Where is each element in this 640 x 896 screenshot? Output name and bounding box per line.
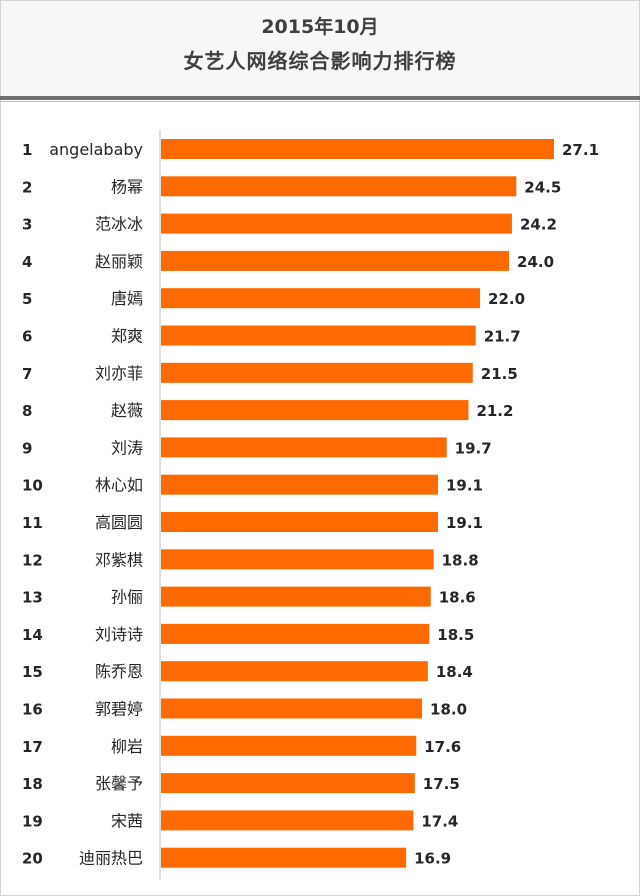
value-label: 24.5: [524, 178, 561, 196]
rank-label: 10: [22, 477, 43, 495]
bar-14: [161, 623, 430, 644]
bar-1: [161, 139, 554, 159]
chart-title-line2: 女艺人网络综合影响力排行榜: [183, 49, 457, 73]
category-label: 迪丽热巴: [79, 849, 143, 868]
category-label: 郭碧婷: [95, 700, 143, 719]
header-divider-thick: [0, 96, 640, 100]
value-label: 18.4: [436, 663, 473, 681]
rank-label: 13: [22, 589, 43, 607]
category-label: angelababy: [49, 140, 143, 159]
value-label: 19.1: [446, 477, 483, 495]
category-label: 高圆圆: [95, 513, 143, 532]
bar-8: [161, 400, 469, 421]
bar-17: [161, 735, 417, 756]
category-label: 刘诗诗: [95, 625, 143, 644]
value-label: 24.2: [520, 216, 557, 234]
bar-13: [161, 586, 431, 607]
category-label: 张馨予: [95, 774, 143, 793]
rank-label: 16: [22, 701, 43, 719]
value-label: 21.2: [476, 402, 513, 420]
rank-label: 7: [22, 365, 32, 383]
category-label: 邓紫棋: [95, 550, 143, 569]
rank-label: 8: [22, 402, 32, 420]
rank-label: 4: [22, 253, 32, 271]
value-label: 17.6: [424, 738, 461, 756]
value-label: 22.0: [488, 290, 525, 308]
bar-2: [161, 176, 517, 197]
rank-label: 18: [22, 775, 43, 793]
bar-18: [161, 773, 415, 794]
category-label: 郑爽: [111, 327, 143, 346]
category-label: 赵丽颖: [95, 252, 143, 271]
bar-16: [161, 698, 423, 719]
value-label: 19.7: [455, 439, 492, 457]
value-label: 17.4: [421, 812, 458, 830]
value-label: 18.0: [430, 701, 467, 719]
header-divider-thin: [0, 101, 640, 102]
bar-4: [161, 250, 510, 271]
rank-label: 12: [22, 551, 43, 569]
value-label: 24.0: [517, 253, 554, 271]
value-label: 21.5: [481, 365, 518, 383]
category-label: 杨幂: [111, 177, 143, 196]
value-label: 21.7: [484, 328, 521, 346]
bar-12: [161, 549, 434, 570]
value-label: 16.9: [414, 850, 451, 868]
bar-7: [161, 362, 473, 383]
bar-20: [161, 847, 407, 868]
rank-label: 20: [22, 850, 43, 868]
bar-3: [161, 213, 512, 234]
rank-label: 19: [22, 812, 43, 830]
value-label: 17.5: [423, 775, 460, 793]
bar-10: [161, 474, 438, 495]
rank-label: 3: [22, 216, 32, 234]
category-label: 柳岩: [111, 737, 143, 756]
value-label: 18.8: [442, 551, 479, 569]
rank-label: 2: [22, 178, 32, 196]
chart-title-line1: 2015年10月: [261, 16, 379, 38]
rank-label: 5: [22, 290, 32, 308]
category-label: 陈乔恩: [95, 662, 143, 681]
bar-5: [161, 288, 481, 309]
value-label: 19.1: [446, 514, 483, 532]
chart-header: [1, 1, 639, 97]
category-label: 孙俪: [111, 588, 143, 607]
category-label: 赵薇: [111, 401, 143, 420]
rank-label: 15: [22, 663, 43, 681]
value-label: 18.6: [439, 589, 476, 607]
category-label: 刘亦菲: [95, 364, 143, 383]
rank-label: 17: [22, 738, 43, 756]
category-label: 宋茜: [111, 811, 143, 830]
rank-label: 14: [22, 626, 43, 644]
bar-6: [161, 325, 476, 346]
category-label: 范冰冰: [95, 215, 143, 234]
category-label: 唐嫣: [111, 289, 143, 308]
value-label: 18.5: [437, 626, 474, 644]
bar-11: [161, 512, 438, 532]
rank-label: 11: [22, 514, 43, 532]
bar-19: [161, 810, 414, 831]
value-label: 27.1: [562, 141, 599, 159]
bar-15: [161, 661, 428, 682]
rank-label: 6: [22, 328, 32, 346]
bar-9: [161, 437, 447, 458]
rank-label: 9: [22, 439, 32, 457]
category-label: 林心如: [95, 476, 143, 495]
rank-label: 1: [22, 141, 32, 159]
category-label: 刘涛: [111, 438, 143, 457]
